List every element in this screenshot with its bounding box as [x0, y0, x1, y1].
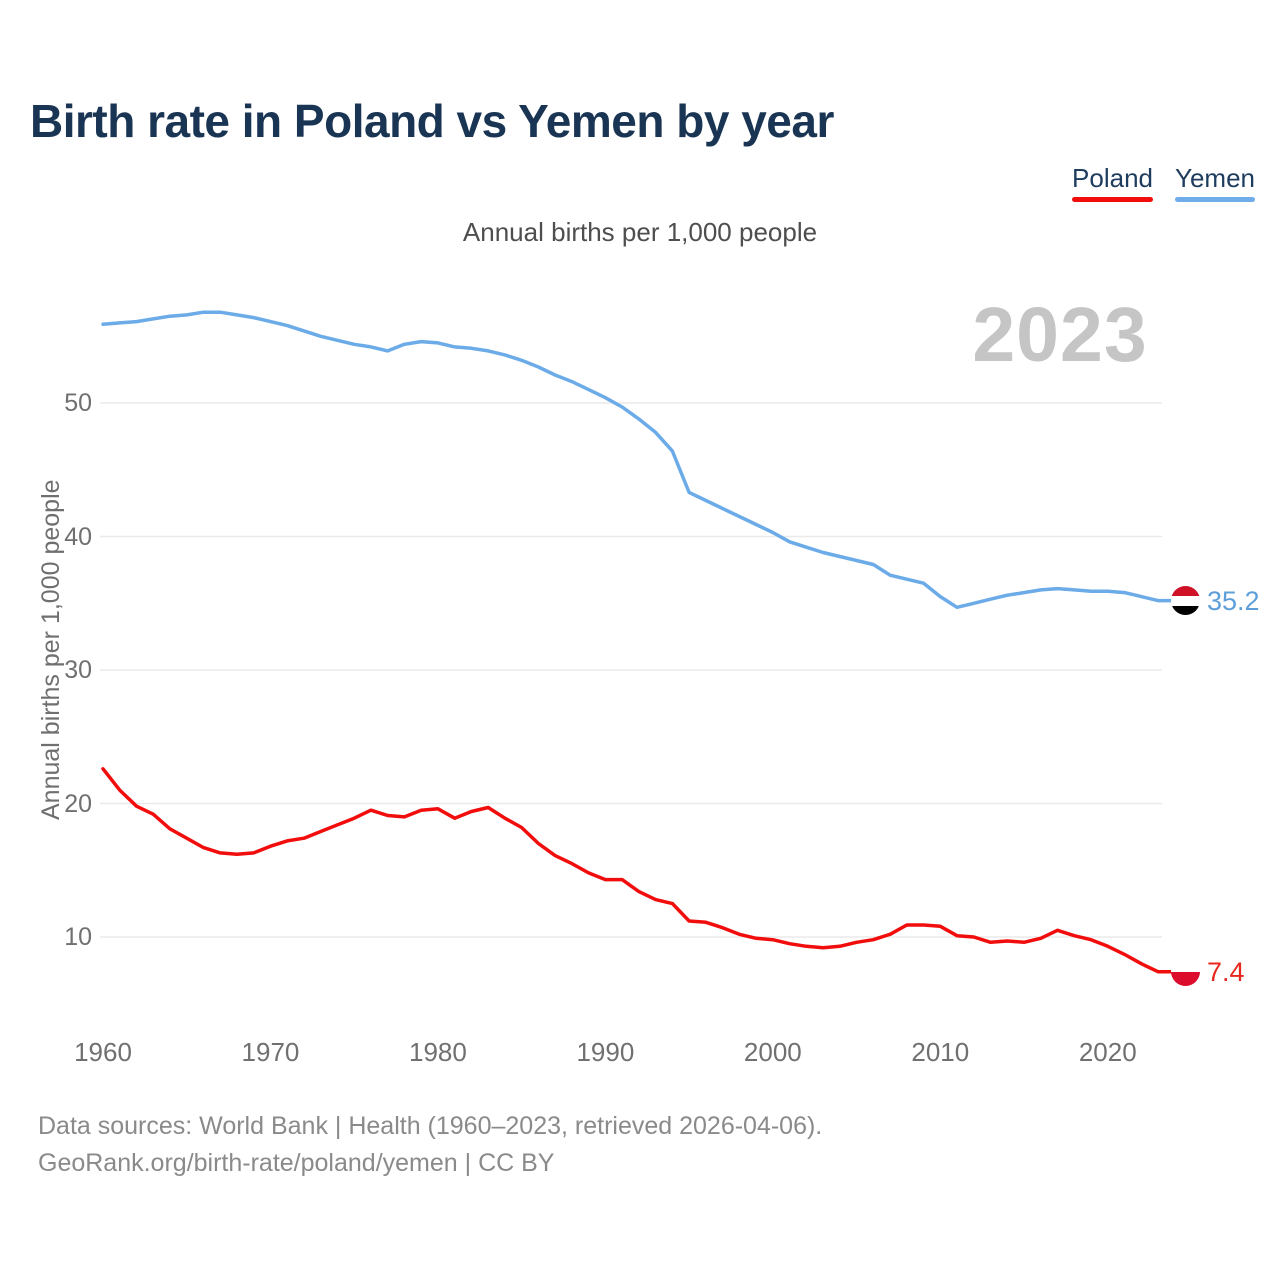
- poland-flag-icon: [1171, 957, 1200, 987]
- poland-value-label: 7.4: [1207, 956, 1245, 987]
- legend-item-poland[interactable]: Poland: [1072, 163, 1153, 202]
- y-tick-40: 40: [64, 522, 92, 551]
- poland-flag-stripe-white: [1171, 957, 1200, 972]
- data-sources-line: Data sources: World Bank | Health (1960–…: [38, 1112, 823, 1140]
- y-tick-50: 50: [64, 389, 92, 417]
- x-tick-1980: 1980: [408, 1037, 467, 1067]
- x-tick-1990: 1990: [576, 1037, 635, 1067]
- chart-subtitle: Annual births per 1,000 people: [462, 217, 818, 247]
- yemen-value-label: 35.2: [1207, 585, 1260, 616]
- x-tick-2020: 2020: [1078, 1037, 1137, 1067]
- legend-label-yemen: Yemen: [1175, 163, 1255, 193]
- attribution-line: GeoRank.org/birth-rate/poland/yemen | CC…: [38, 1149, 555, 1177]
- yemen-flag-stripe-white: [1171, 595, 1200, 606]
- y-axis-title: Annual births per 1,000 people: [37, 479, 65, 821]
- x-tick-2000: 2000: [743, 1037, 802, 1067]
- y-tick-10: 10: [64, 923, 92, 951]
- legend-underline-yemen: [1175, 197, 1255, 202]
- page-title: Birth rate in Poland vs Yemen by year: [30, 95, 834, 147]
- yemen-line[interactable]: [101, 310, 1174, 610]
- poland-line[interactable]: [101, 767, 1174, 974]
- legend-item-yemen[interactable]: Yemen: [1175, 163, 1255, 202]
- legend-underline-poland: [1072, 197, 1153, 202]
- poland-flag-stripe-red: [1171, 971, 1200, 987]
- y-tick-20: 20: [64, 789, 92, 818]
- year-watermark: 2023: [972, 292, 1148, 378]
- x-tick-1970: 1970: [241, 1037, 300, 1067]
- x-tick-1960: 1960: [74, 1037, 132, 1067]
- yemen-flag-stripe-black: [1171, 605, 1200, 616]
- yemen-flag-icon: [1171, 586, 1200, 616]
- legend: Poland Yemen: [1072, 163, 1255, 202]
- yemen-flag-stripe-red: [1171, 586, 1200, 596]
- y-tick-30: 30: [64, 656, 92, 684]
- legend-label-poland: Poland: [1072, 163, 1153, 193]
- x-tick-2010: 2010: [911, 1037, 970, 1067]
